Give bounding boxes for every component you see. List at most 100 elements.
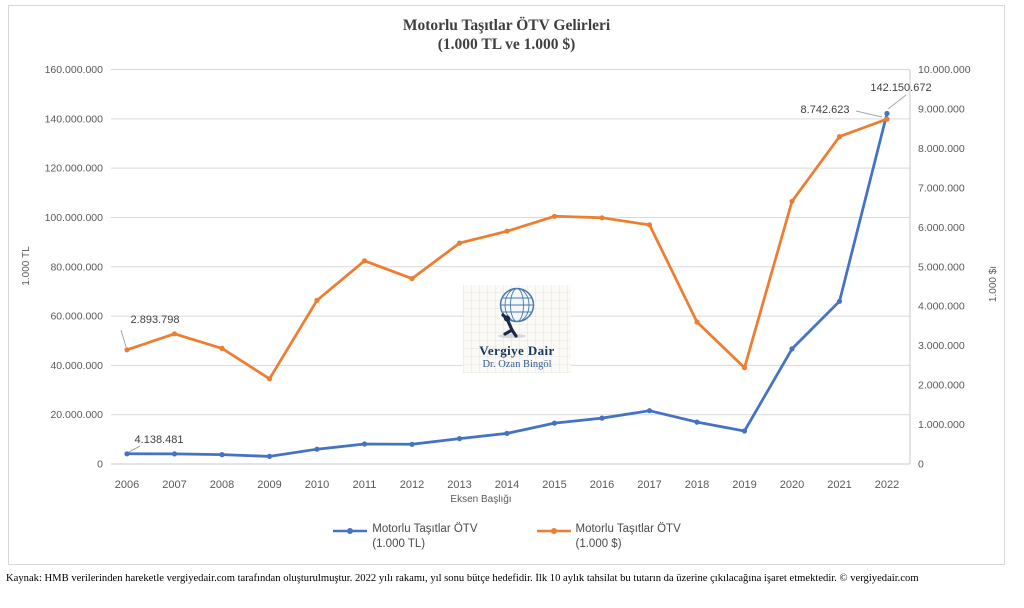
data-point [551,213,558,219]
watermark-subtitle: Dr. Ozan Bingöl [482,359,552,370]
series-tl [124,110,890,459]
data-point [694,419,700,425]
right-axis-tick-label: 4.000.000 [918,301,965,313]
data-point-label: 8.742.623 [801,104,850,116]
x-axis-tick-label: 2010 [305,479,329,491]
x-axis-tick-label: 2020 [780,479,804,491]
left-axis-tick-label: 160.000.000 [45,64,104,76]
left-axis-title: 1.000 TL [21,246,32,286]
data-point [361,441,368,447]
chart-title-line1: Motorlu Taşıtlar ÖTV Gelirleri [402,17,611,34]
data-point [219,345,225,351]
source-note: Kaynak: HMB verilerinden hareketle vergi… [6,573,919,584]
data-point [504,430,510,436]
watermark-title: Vergiye Dair [479,343,555,358]
right-axis-tick-label: 9.000.000 [918,103,965,115]
data-point [551,420,558,426]
data-point [409,276,415,282]
data-point [171,331,178,337]
left-axis-tick-label: 100.000.000 [45,212,104,224]
legend-label-tl-line1: Motorlu Taşıtlar ÖTV [372,523,478,535]
globe-atlas-icon [498,287,535,339]
data-point [124,451,130,457]
data-point [456,240,463,246]
right-axis-tick-label: 6.000.000 [918,222,965,234]
data-point [599,215,605,221]
x-axis-tick-label: 2013 [447,479,471,491]
legend-label-usd-line1: Motorlu Taşıtlar ÖTV [575,523,681,535]
data-point-label: 4.138.481 [135,434,184,446]
data-point [789,198,795,204]
x-axis-tick-label: 2021 [827,479,851,491]
right-axis-tick-label: 8.000.000 [918,143,965,155]
left-axis-tick-label: 0 [97,459,103,471]
left-axis-tick-label: 60.000.000 [50,311,103,323]
x-axis-tick-label: 2006 [115,479,139,491]
data-point [409,441,415,447]
right-axis-tick-label: 7.000.000 [918,182,965,194]
right-axis-tick-label: 3.000.000 [918,340,965,352]
data-point [789,346,795,352]
legend-label-tl-line2: (1.000 TL) [372,538,426,550]
data-point [504,228,510,234]
data-point [266,376,273,382]
legend-label-usd-line2: (1.000 $) [575,538,622,550]
watermark-logo: Vergiye Dair Dr. Ozan Bingöl [463,285,571,373]
x-axis-tick-label: 2009 [257,479,281,491]
left-axis-tick-label: 120.000.000 [45,163,104,175]
x-axis-tick-label: 2017 [637,479,661,491]
legend-line-marker-usd-icon [536,528,571,534]
data-point [884,110,890,117]
legend-item-usd: Motorlu Taşıtlar ÖTV (1.000 $) [536,522,681,552]
chart-title-line2: (1.000 TL ve 1.000 $) [437,36,576,53]
x-axis-tick-label: 2007 [162,479,186,491]
data-point [171,451,178,457]
label-leader-line [120,329,127,348]
x-axis-tick-label: 2018 [685,479,709,491]
chart-legend: Motorlu Taşıtlar ÖTV (1.000 TL) Motorlu … [9,522,1004,552]
label-leader-line [128,445,141,453]
chart-container: Motorlu Taşıtlar ÖTV Gelirleri (1.000 TL… [8,5,1005,565]
left-axis-tick-label: 140.000.000 [45,113,104,125]
data-point [884,116,890,122]
right-axis-tick-label: 2.000.000 [918,380,965,392]
left-axis-tick-label: 80.000.000 [50,261,103,273]
data-point [361,258,368,264]
right-axis-tick-label: 5.000.000 [918,261,965,273]
data-point-label: 2.893.798 [131,314,180,326]
chart-title: Motorlu Taşıtlar ÖTV Gelirleri (1.000 TL… [9,16,1004,54]
x-axis-title: Eksen Başlığı [450,494,511,505]
data-point [741,365,748,371]
left-axis-tick-label: 20.000.000 [50,409,103,421]
plot-area: 0 20.000.000 40.000.000 60.000.000 80.000.00… [21,64,999,505]
x-axis-tick-label: 2016 [590,479,614,491]
data-point [646,408,653,414]
right-axis-tick-label: 10.000.000 [918,64,971,76]
right-axis-title: 1.000 $ı [988,266,999,302]
gridlines: 0 20.000.000 40.000.000 60.000.000 80.000.00… [45,64,971,471]
data-point [124,347,130,353]
x-axis-tick-label: 2008 [210,479,234,491]
right-axis-tick-label: 0 [918,459,924,471]
legend-line-marker-tl-icon [333,528,368,534]
data-point [314,297,320,303]
left-axis-tick-label: 40.000.000 [50,360,103,372]
legend-item-tl: Motorlu Taşıtlar ÖTV (1.000 TL) [332,522,478,552]
data-point [836,298,843,304]
x-axis-tick-label: 2012 [400,479,424,491]
x-axis-tick-label: 2015 [542,479,566,491]
x-axis-tick-label: 2019 [732,479,756,491]
label-leader-line [855,110,883,118]
data-point-label: 142.150.672 [870,82,931,94]
data-point [741,428,748,434]
right-axis-tick-label: 1.000.000 [918,419,965,431]
data-point [646,222,653,228]
series-usd [124,116,890,382]
label-leader-line [887,94,907,110]
data-point [219,452,225,458]
x-axis-tick-label: 2014 [495,479,519,491]
x-axis-tick-label: 2022 [875,479,899,491]
data-point [836,134,843,140]
data-point [694,319,700,325]
data-point [599,415,605,421]
